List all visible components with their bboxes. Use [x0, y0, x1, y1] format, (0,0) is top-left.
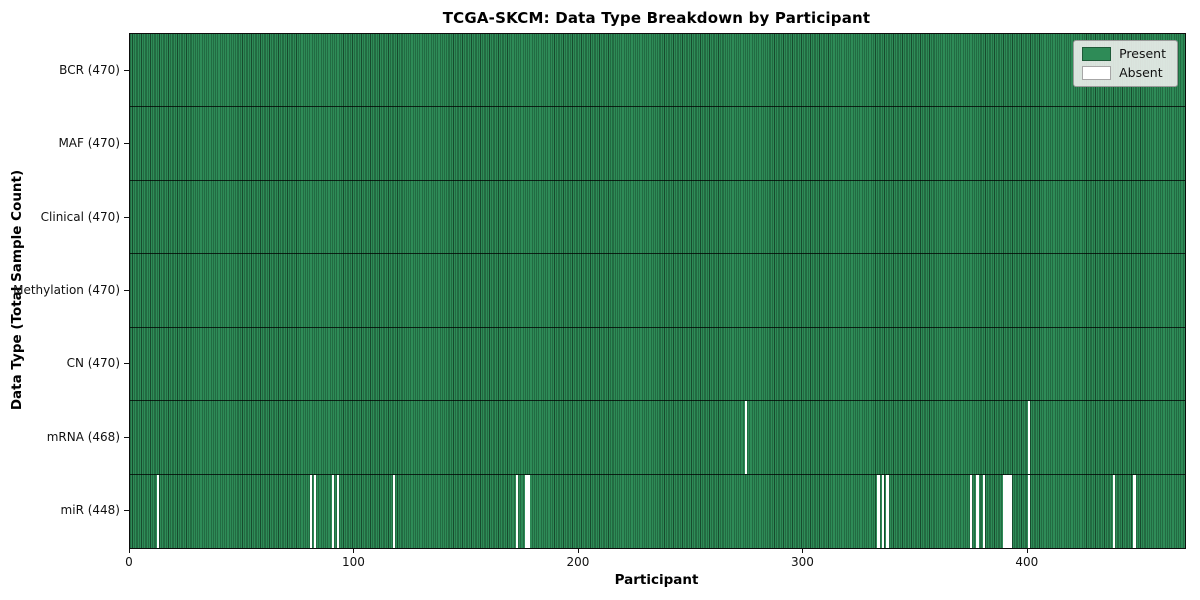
heatmap-row-Clinical	[130, 180, 1185, 255]
absent-stripe	[392, 474, 395, 548]
x-tick-label-200: 200	[566, 555, 590, 569]
y-tick-mark	[124, 216, 129, 218]
absent-stripe	[1113, 474, 1116, 548]
chart-title: TCGA-SKCM: Data Type Breakdown by Partic…	[442, 9, 871, 27]
y-tick-label-CN: CN (470)	[66, 356, 120, 371]
x-tick-mark	[353, 549, 355, 553]
absent-stripe	[1027, 401, 1031, 474]
legend-item-present: Present	[1082, 47, 1166, 61]
absent-stripe	[1003, 474, 1006, 548]
absent-stripe	[1009, 474, 1013, 548]
x-axis-label: Participant	[614, 572, 699, 588]
y-tick-label-mRNA: mRNA (468)	[46, 429, 120, 444]
present-swatch	[1082, 47, 1112, 61]
y-tick-label-MAF: MAF (470)	[58, 136, 120, 151]
y-tick-label-Clinical: Clinical (470)	[40, 209, 120, 224]
plot-area: Present Absent	[129, 33, 1186, 549]
legend-item-absent: Absent	[1082, 66, 1166, 80]
x-tick-mark	[577, 549, 579, 553]
absent-stripe	[336, 474, 339, 548]
y-tick-label-BCR: BCR (470)	[59, 62, 120, 77]
absent-stripe	[1133, 474, 1136, 548]
x-tick-mark	[1026, 549, 1028, 553]
absent-stripe	[1007, 474, 1010, 548]
absent-stripe	[525, 474, 528, 548]
absent-stripe	[877, 474, 880, 548]
absent-swatch	[1082, 66, 1112, 80]
absent-stripe	[982, 474, 986, 548]
y-tick-mark	[124, 143, 129, 145]
absent-stripe	[156, 474, 160, 548]
y-tick-mark	[124, 436, 129, 438]
absent-stripe	[745, 401, 748, 474]
heatmap-row-mRNA	[130, 401, 1185, 475]
heatmap-row-miR	[130, 474, 1185, 548]
heatmap-row-CN	[130, 327, 1185, 402]
heatmap-row-MAF	[130, 107, 1185, 181]
x-tick-label-100: 100	[342, 555, 365, 569]
heatmap-rows	[130, 34, 1185, 548]
absent-stripe	[976, 474, 979, 548]
x-tick-label-400: 400	[1015, 555, 1039, 569]
absent-stripe	[309, 474, 312, 548]
x-tick-label-0: 0	[125, 555, 133, 569]
legend: Present Absent	[1073, 40, 1178, 87]
absent-stripe	[332, 474, 335, 548]
legend-label-present: Present	[1119, 45, 1166, 61]
heatmap-row-Methylation	[130, 254, 1185, 328]
absent-stripe	[1027, 474, 1031, 548]
absent-stripe	[516, 474, 519, 548]
absent-stripe	[969, 474, 972, 548]
y-tick-label-Methylation: Methylation (470)	[13, 283, 120, 297]
absent-stripe	[881, 474, 885, 548]
heatmap-row-BCR	[130, 34, 1185, 108]
x-tick-mark	[129, 549, 130, 553]
legend-label-absent: Absent	[1119, 64, 1163, 80]
absent-stripe	[886, 474, 889, 548]
absent-stripe	[1005, 474, 1008, 548]
x-tick-label-300: 300	[790, 555, 814, 569]
y-tick-mark	[124, 510, 129, 512]
absent-stripe	[314, 474, 317, 548]
x-tick-mark	[802, 549, 804, 553]
absent-stripe	[527, 474, 530, 548]
y-tick-label-miR: miR (448)	[60, 503, 120, 518]
y-tick-mark	[124, 363, 129, 365]
y-tick-mark	[124, 69, 129, 71]
y-tick-mark	[124, 290, 129, 291]
